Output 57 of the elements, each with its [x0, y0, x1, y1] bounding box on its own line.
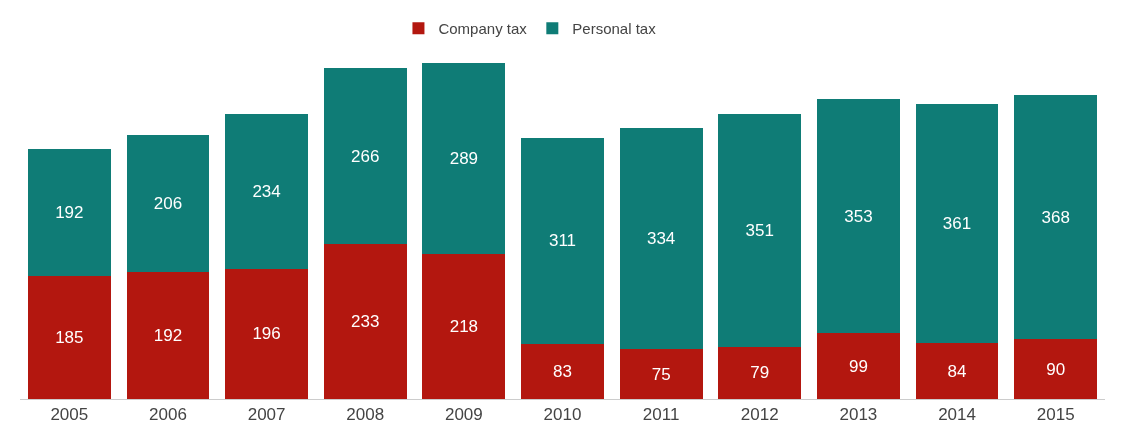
x-tick-label: 2008 — [346, 405, 385, 425]
bar — [126, 135, 210, 272]
bar — [619, 349, 703, 399]
x-tick-label: 2015 — [1036, 405, 1075, 425]
bar — [521, 343, 604, 399]
bar — [718, 113, 802, 347]
data-label: 192 — [153, 325, 183, 345]
bar — [816, 333, 900, 399]
bar — [323, 68, 407, 245]
bar — [1014, 95, 1098, 340]
data-label: 311 — [548, 231, 577, 251]
data-label: 79 — [750, 363, 770, 383]
data-label: 361 — [942, 214, 972, 234]
bar — [126, 271, 210, 399]
data-label: 218 — [449, 317, 479, 337]
legend-label: Company tax — [438, 20, 528, 38]
x-tick-label: 2010 — [543, 405, 582, 425]
data-label: 196 — [252, 324, 281, 344]
data-label: 83 — [553, 361, 572, 381]
x-tick-label: 2011 — [642, 405, 680, 425]
bar — [27, 276, 111, 399]
data-label: 99 — [848, 356, 868, 376]
data-label: 289 — [449, 149, 479, 169]
x-tick-label: 2014 — [938, 405, 976, 425]
x-tick-label: 2012 — [740, 405, 779, 425]
data-label: 233 — [351, 312, 380, 332]
data-label: 368 — [1041, 207, 1070, 227]
bar — [225, 268, 309, 399]
bar — [718, 346, 802, 399]
bar — [915, 103, 999, 344]
data-label: 75 — [651, 364, 671, 384]
x-tick-label: 2005 — [50, 405, 89, 425]
bar — [619, 127, 703, 350]
data-label: 266 — [351, 146, 380, 166]
bar — [225, 113, 309, 269]
bar — [323, 244, 407, 399]
data-label: 90 — [1046, 359, 1066, 379]
data-label: 84 — [947, 361, 967, 381]
data-label: 185 — [55, 328, 84, 348]
bar — [816, 99, 900, 334]
x-tick-label: 2006 — [149, 405, 187, 425]
bar — [422, 254, 506, 399]
bar — [422, 62, 506, 255]
data-label: 353 — [844, 206, 873, 226]
legend-label: Personal tax — [572, 20, 657, 38]
bar — [1014, 339, 1098, 399]
x-tick-label: 2009 — [444, 405, 483, 425]
data-label: 234 — [252, 181, 281, 201]
x-tick-label: 2007 — [247, 405, 286, 425]
data-label: 192 — [55, 203, 84, 223]
bar — [915, 343, 999, 399]
data-label: 351 — [745, 220, 774, 240]
bar — [521, 137, 604, 344]
x-tick-label: 2013 — [839, 405, 878, 425]
data-label: 206 — [153, 193, 183, 213]
bar — [27, 148, 111, 277]
data-label: 334 — [646, 228, 676, 248]
